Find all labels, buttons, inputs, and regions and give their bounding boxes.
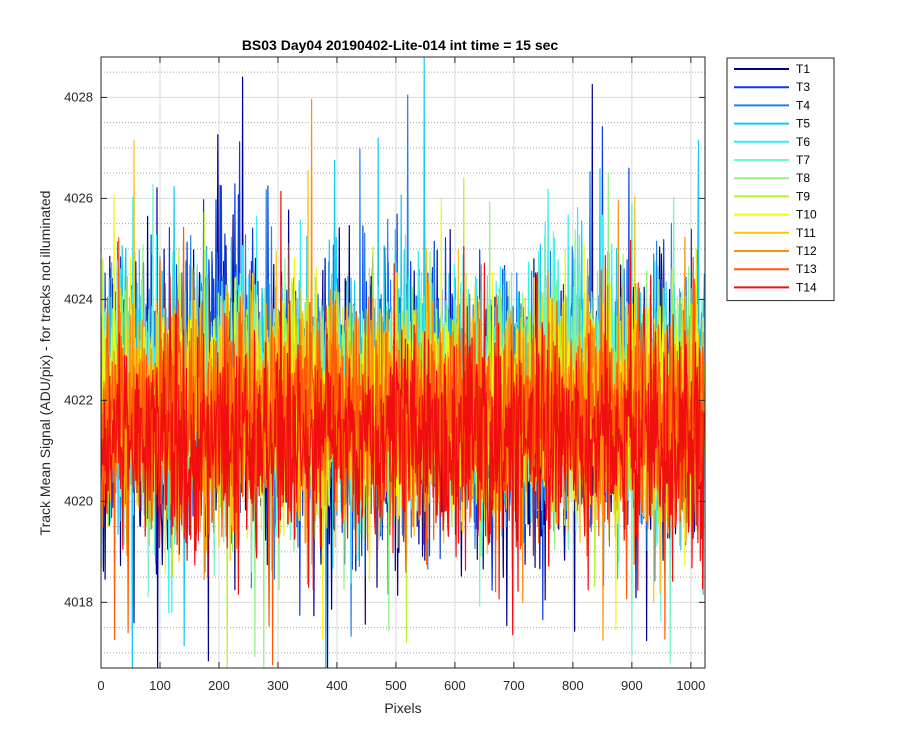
x-tick-label: 0 <box>97 678 104 693</box>
y-axis-label: Track Mean Signal (ADU/pix) - for tracks… <box>37 191 53 536</box>
x-tick-label: 1000 <box>676 678 705 693</box>
legend-label-t5: T5 <box>796 117 810 131</box>
y-tick-label: 4024 <box>64 291 93 306</box>
legend-label-t12: T12 <box>796 244 817 258</box>
legend-label-t6: T6 <box>796 135 810 149</box>
axes-box <box>100 56 706 669</box>
y-tick-label: 4020 <box>64 493 93 508</box>
legend-label-t9: T9 <box>796 189 810 203</box>
x-tick-label: 900 <box>621 678 643 693</box>
legend-label-t11: T11 <box>796 226 816 240</box>
legend-label-t10: T10 <box>796 208 817 222</box>
x-tick-label: 800 <box>562 678 584 693</box>
y-tick-label: 4026 <box>64 190 93 205</box>
series-group <box>101 57 705 668</box>
legend-label-t13: T13 <box>796 262 817 276</box>
x-tick-label: 200 <box>208 678 230 693</box>
x-tick-label: 400 <box>326 678 348 693</box>
legend-label-t1: T1 <box>796 62 810 76</box>
y-tick-label: 4028 <box>64 89 93 104</box>
legend-label-t8: T8 <box>796 171 810 185</box>
legend: T1 T3 T4 T5 T6 T7 T8 T9 T10 T11 T12 T13 T14 <box>726 57 835 302</box>
x-axis-label: Pixels <box>384 700 421 716</box>
legend-label-t7: T7 <box>796 153 810 167</box>
x-tick-label: 700 <box>503 678 525 693</box>
series-line-t14 <box>101 190 705 636</box>
x-tick-label: 500 <box>385 678 407 693</box>
chart-title: BS03 Day04 20190402-Lite-014 int time = … <box>242 37 559 53</box>
legend-box <box>726 57 835 302</box>
plot-area: 0 100 200 300 400 500 600 700 800 900 1000 4018 4020… <box>64 56 706 693</box>
legend-label-t3: T3 <box>796 80 810 94</box>
legend-label-t4: T4 <box>796 98 810 112</box>
x-tick-label: 100 <box>149 678 171 693</box>
legend-label-t14: T14 <box>796 280 817 294</box>
y-tick-label: 4022 <box>64 392 93 407</box>
x-tick-label: 300 <box>267 678 289 693</box>
y-tick-label: 4018 <box>64 594 93 609</box>
x-tick-label: 600 <box>444 678 466 693</box>
